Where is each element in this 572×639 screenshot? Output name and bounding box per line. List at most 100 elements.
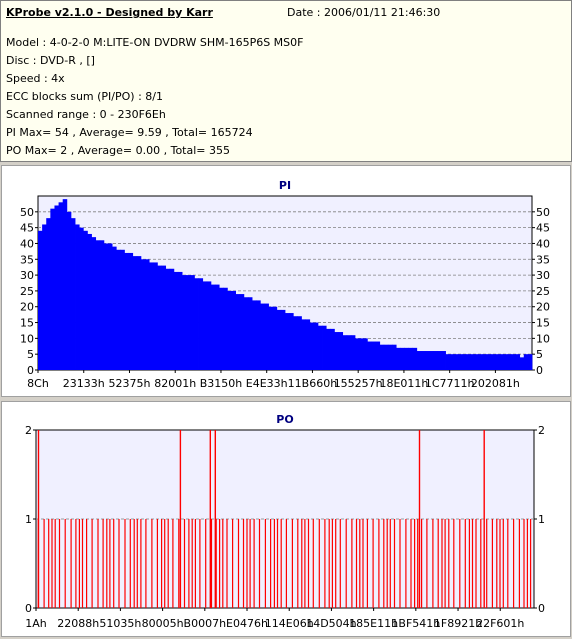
x-tick-label: E4E33h xyxy=(246,377,288,390)
pi-bar xyxy=(66,211,72,370)
pi-bar xyxy=(371,341,376,370)
pi-bar xyxy=(494,354,500,370)
pi-bar xyxy=(326,328,331,370)
y-tick-label-left: 30 xyxy=(20,269,34,282)
pi-bar xyxy=(503,354,508,370)
y-tick-label-left: 50 xyxy=(20,206,34,219)
pi-bar xyxy=(256,300,261,370)
pi-bar xyxy=(182,275,187,370)
pi-bar xyxy=(50,208,55,370)
chart-title: PI xyxy=(279,179,291,192)
pi-bar xyxy=(375,341,381,370)
x-tick-label: 202081h xyxy=(471,377,520,390)
pi-bar xyxy=(412,347,418,370)
pi-bar xyxy=(383,344,389,370)
pi-bar xyxy=(268,306,274,370)
pi-bar xyxy=(280,309,286,370)
pi-bar xyxy=(252,300,257,370)
pi-chart: PI 0 0 5 5 10 10 15 15 20 20 25 25 30 30 35 35 40 40 45 45 50… xyxy=(20,179,550,390)
y-tick-label-left: 20 xyxy=(20,301,34,314)
y-tick-label-left: 5 xyxy=(27,348,34,361)
pi-bar xyxy=(239,294,245,370)
pi-chart-panel: PI 0 0 5 5 10 10 15 15 20 20 25 25 30 30 35 35 40 40 45 45 50… xyxy=(1,165,571,397)
y-tick-label-right: 35 xyxy=(536,253,550,266)
pi-bar xyxy=(519,357,525,370)
pi-bar xyxy=(392,344,397,370)
y-tick-label-left: 45 xyxy=(20,222,34,235)
y-tick-label-right: 5 xyxy=(536,348,543,361)
pi-bar xyxy=(379,344,385,370)
pi-bar xyxy=(420,351,426,370)
pi-bar xyxy=(350,335,356,370)
y-tick-label-left: 2 xyxy=(25,424,32,437)
pi-bar xyxy=(317,325,323,370)
pi-bar xyxy=(334,332,339,370)
pi-bar xyxy=(416,351,422,370)
pi-bar xyxy=(289,313,294,370)
y-tick-label-left: 0 xyxy=(27,364,34,377)
y-tick-label-right: 15 xyxy=(536,317,550,330)
pi-bar xyxy=(478,354,483,370)
pi-bar xyxy=(186,275,191,370)
x-tick-label: 82001h xyxy=(154,377,196,390)
pi-bar xyxy=(457,354,463,370)
pi-bar xyxy=(466,354,471,370)
pi-bar xyxy=(42,224,47,370)
y-tick-label-right: 30 xyxy=(536,269,550,282)
x-tick-label: 1C7711h xyxy=(425,377,475,390)
pi-bar xyxy=(103,243,109,370)
pi-bar xyxy=(437,351,442,370)
info-ecc: ECC blocks sum (PI/PO) : 8/1 xyxy=(6,90,163,103)
y-tick-label-left: 25 xyxy=(20,285,34,298)
x-tick-label: 114E06h xyxy=(265,617,314,630)
pi-bar xyxy=(223,287,228,370)
y-tick-label-left: 35 xyxy=(20,253,34,266)
x-tick-label: B3150h xyxy=(200,377,243,390)
pi-bar xyxy=(486,354,492,370)
x-tick-label: 1BF541h xyxy=(391,617,440,630)
pi-bar xyxy=(227,290,232,370)
pi-bar xyxy=(367,341,372,370)
pi-bar xyxy=(161,265,167,370)
y-tick-label-left: 15 xyxy=(20,317,34,330)
pi-bar xyxy=(499,354,504,370)
pi-bar xyxy=(145,259,150,370)
y-tick-label-left: 40 xyxy=(20,237,34,250)
po-chart: PO 0 0 1 1 2 2 1Ah 22088h 51035h 80005h B0007h E0476… xyxy=(25,413,545,630)
pi-bar xyxy=(515,354,521,370)
pi-bar xyxy=(91,237,97,370)
info-model: Model : 4-0-2-0 M:LITE-ON DVDRW SHM-165P… xyxy=(6,36,304,49)
pi-bar xyxy=(260,303,265,370)
pi-bar xyxy=(293,316,298,370)
x-tick-label: B0007h xyxy=(184,617,227,630)
y-tick-label-right: 20 xyxy=(536,301,550,314)
pi-bar xyxy=(490,354,496,370)
x-tick-label: 22F601h xyxy=(476,617,524,630)
y-tick-label-right: 50 xyxy=(536,206,550,219)
pi-bar xyxy=(330,328,335,370)
pi-bar xyxy=(462,354,467,370)
pi-bar xyxy=(153,262,158,370)
info-pi-stats: PI Max= 54 , Average= 9.59 , Total= 1657… xyxy=(6,126,253,139)
x-tick-label: 11B660h xyxy=(288,377,338,390)
pi-bar xyxy=(342,335,348,370)
pi-bar xyxy=(202,281,208,370)
pi-bar xyxy=(190,275,195,370)
po-chart-panel: PO 0 0 1 1 2 2 1Ah 22088h 51035h 80005h B0007h E0476… xyxy=(1,401,571,637)
info-range: Scanned range : 0 - 230F6Eh xyxy=(6,108,166,121)
pi-bar xyxy=(58,202,64,370)
pi-bar xyxy=(173,271,179,370)
pi-bar xyxy=(400,347,405,370)
pi-bar xyxy=(363,338,368,370)
pi-bar xyxy=(297,316,302,370)
pi-bar xyxy=(285,313,290,370)
pi-bar xyxy=(449,354,455,370)
pi-bar xyxy=(301,319,306,370)
pi-bar xyxy=(359,338,364,370)
pi-bar xyxy=(235,294,241,370)
pi-bar xyxy=(453,354,459,370)
pi-bar xyxy=(470,354,475,370)
x-tick-label: 18E011h xyxy=(379,377,428,390)
pi-bar xyxy=(149,262,154,370)
pi-bar xyxy=(116,249,121,370)
